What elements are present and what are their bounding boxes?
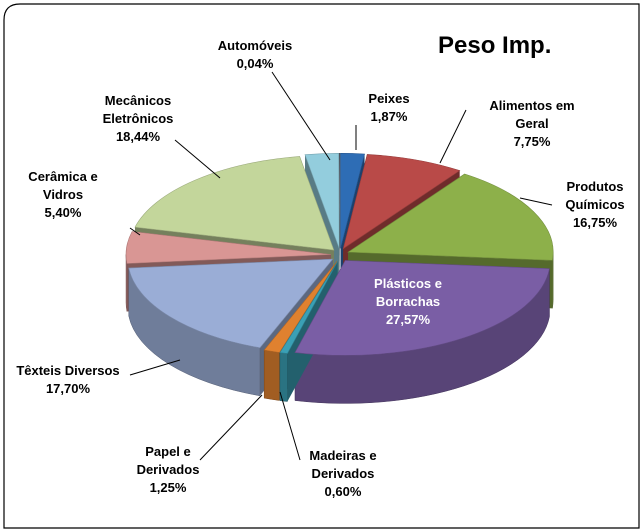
value-label: 27,57% bbox=[385, 312, 431, 327]
value-label: 0,04% bbox=[236, 56, 274, 71]
slice bbox=[263, 261, 338, 353]
leader-line bbox=[199, 394, 263, 461]
category-label: Têxteis Diversos bbox=[16, 363, 120, 378]
slice-side bbox=[263, 349, 280, 401]
slice bbox=[134, 156, 335, 251]
leader-line bbox=[129, 227, 141, 236]
category-label: Produtos Químicos bbox=[565, 179, 625, 212]
slice bbox=[279, 261, 338, 354]
slice bbox=[340, 153, 365, 249]
category-label: Alimentos em Geral bbox=[489, 98, 575, 131]
value-label: 1,25% bbox=[149, 480, 187, 495]
value-label: 17,70% bbox=[45, 381, 91, 396]
leader-line bbox=[439, 109, 467, 164]
value-label: 5,40% bbox=[44, 205, 82, 220]
slice bbox=[294, 260, 550, 356]
value-label: 0,60% bbox=[324, 484, 362, 499]
category-label: Peixes bbox=[368, 91, 410, 106]
slice bbox=[342, 154, 461, 250]
slice-label: Cerâmica e Vidros 5,40% bbox=[28, 168, 97, 222]
slice-label: Papel e Derivados 1,25% bbox=[137, 443, 200, 497]
category-label: Papel e Derivados bbox=[136, 444, 200, 477]
value-label: 1,87% bbox=[370, 109, 408, 124]
value-label: 18,44% bbox=[115, 129, 161, 144]
slice bbox=[128, 258, 334, 349]
leader-line bbox=[279, 391, 301, 461]
slice-label: Têxteis Diversos 17,70% bbox=[16, 362, 119, 398]
value-label: 16,75% bbox=[572, 215, 618, 230]
slice bbox=[304, 153, 340, 249]
slice-tops bbox=[125, 153, 554, 356]
slice-label: Alimentos em Geral 7,75% bbox=[489, 97, 574, 151]
slice-label: Produtos Químicos 16,75% bbox=[565, 178, 624, 232]
slice-label: Automóveis 0,04% bbox=[218, 37, 292, 73]
category-label: Cerâmica e Vidros bbox=[28, 169, 98, 202]
category-label: Automóveis bbox=[217, 38, 293, 53]
slice-label: Plásticos e Borrachas 27,57% bbox=[374, 275, 442, 329]
slice-label: Madeiras e Derivados 0,60% bbox=[309, 447, 376, 501]
slice-label: Mecânicos Eletrônicos 18,44% bbox=[103, 92, 174, 146]
leader-line bbox=[519, 197, 553, 206]
leader-line bbox=[129, 359, 181, 376]
category-label: Mecânicos Eletrônicos bbox=[102, 93, 174, 126]
leader-line bbox=[271, 71, 331, 161]
category-label: Madeiras e Derivados bbox=[309, 448, 377, 481]
slice-label: Peixes 1,87% bbox=[368, 90, 409, 126]
chart-title: Peso Imp. bbox=[438, 32, 552, 59]
slice bbox=[125, 231, 332, 264]
category-label: Plásticos e Borrachas bbox=[374, 276, 442, 309]
leader-line bbox=[174, 139, 221, 179]
slice bbox=[347, 173, 554, 261]
chart-frame bbox=[3, 3, 640, 529]
value-label: 7,75% bbox=[513, 134, 551, 149]
slice bbox=[339, 153, 341, 249]
